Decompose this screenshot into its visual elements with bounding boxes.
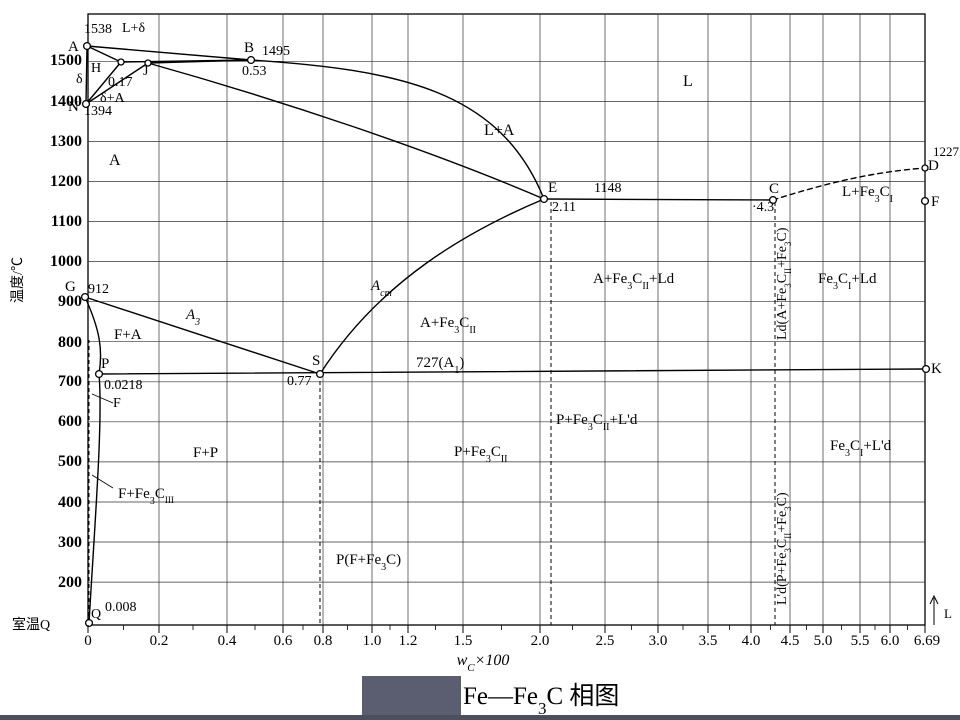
svg-text:B: B bbox=[244, 40, 254, 56]
svg-text:L+δ: L+δ bbox=[122, 21, 145, 36]
svg-text:P(F+Fe3C): P(F+Fe3C) bbox=[336, 552, 401, 573]
svg-text:2.5: 2.5 bbox=[596, 633, 615, 649]
svg-text:1.5: 1.5 bbox=[454, 633, 473, 649]
svg-text:J: J bbox=[143, 64, 149, 79]
svg-text:3.0: 3.0 bbox=[649, 633, 668, 649]
svg-text:800: 800 bbox=[58, 334, 82, 351]
svg-text:1400: 1400 bbox=[50, 93, 82, 110]
svg-text:P+Fe3CII: P+Fe3CII bbox=[454, 444, 508, 465]
svg-text:δ: δ bbox=[76, 72, 83, 87]
svg-text:温度/℃: 温度/℃ bbox=[10, 257, 26, 303]
svg-text:C: C bbox=[769, 181, 779, 197]
svg-text:700: 700 bbox=[58, 373, 82, 390]
svg-text:1227: 1227 bbox=[933, 144, 960, 159]
svg-text:300: 300 bbox=[58, 534, 82, 551]
svg-text:H: H bbox=[91, 61, 101, 76]
svg-text:0.53: 0.53 bbox=[242, 64, 267, 79]
svg-text:5.5: 5.5 bbox=[851, 633, 870, 649]
svg-text:2.11: 2.11 bbox=[552, 200, 576, 215]
svg-text:P+Fe3CII+L'd: P+Fe3CII+L'd bbox=[556, 412, 638, 433]
svg-text:1100: 1100 bbox=[51, 213, 82, 230]
svg-text:F+Fe3CIII: F+Fe3CIII bbox=[118, 486, 174, 507]
svg-text:912: 912 bbox=[88, 282, 109, 297]
svg-text:室温Q: 室温Q bbox=[12, 616, 50, 633]
svg-text:600: 600 bbox=[58, 413, 82, 430]
svg-text:·4.3: ·4.3 bbox=[752, 200, 774, 215]
svg-text:D: D bbox=[928, 158, 939, 174]
svg-text:6.69: 6.69 bbox=[914, 633, 940, 649]
svg-text:1000: 1000 bbox=[50, 253, 82, 270]
svg-text:Acm: Acm bbox=[370, 278, 392, 299]
svg-text:500: 500 bbox=[58, 453, 82, 470]
svg-text:0.2: 0.2 bbox=[150, 633, 169, 649]
svg-text:Fe—Fe3C 相图: Fe—Fe3C 相图 bbox=[463, 682, 619, 718]
svg-text:1495: 1495 bbox=[262, 44, 290, 59]
svg-text:wC×100: wC×100 bbox=[457, 652, 510, 674]
svg-text:F+P: F+P bbox=[193, 445, 218, 461]
svg-text:0.77: 0.77 bbox=[287, 374, 312, 389]
svg-text:900: 900 bbox=[58, 293, 82, 310]
svg-text:1538: 1538 bbox=[84, 22, 112, 37]
svg-text:A: A bbox=[109, 152, 121, 169]
svg-text:Q: Q bbox=[91, 607, 101, 622]
svg-text:L+A: L+A bbox=[484, 122, 515, 139]
svg-text:1200: 1200 bbox=[50, 173, 82, 190]
svg-text:L+Fe3CI: L+Fe3CI bbox=[842, 184, 893, 205]
svg-text:0.8: 0.8 bbox=[314, 633, 333, 649]
svg-text:400: 400 bbox=[58, 494, 82, 511]
svg-text:F: F bbox=[113, 396, 121, 411]
svg-text:F+A: F+A bbox=[114, 327, 142, 343]
svg-text:3.5: 3.5 bbox=[699, 633, 718, 649]
svg-text:F: F bbox=[931, 194, 939, 210]
svg-text:Fe3CI+Ld: Fe3CI+Ld bbox=[818, 271, 877, 292]
svg-text:1.2: 1.2 bbox=[399, 633, 418, 649]
svg-text:2.0: 2.0 bbox=[531, 633, 550, 649]
svg-text:1.0: 1.0 bbox=[363, 633, 382, 649]
svg-text:Fe3CI+L'd: Fe3CI+L'd bbox=[830, 438, 892, 459]
svg-text:1394: 1394 bbox=[84, 104, 112, 119]
svg-text:6.0: 6.0 bbox=[881, 633, 900, 649]
svg-text:A3: A3 bbox=[185, 307, 200, 328]
svg-text:0.0218: 0.0218 bbox=[104, 378, 143, 393]
svg-text:4.0: 4.0 bbox=[742, 633, 761, 649]
svg-text:L: L bbox=[944, 606, 952, 621]
svg-text:E: E bbox=[548, 180, 557, 196]
svg-text:5.0: 5.0 bbox=[814, 633, 833, 649]
svg-text:0.4: 0.4 bbox=[218, 633, 237, 649]
svg-text:K: K bbox=[931, 361, 942, 377]
svg-text:0.17: 0.17 bbox=[108, 75, 133, 90]
svg-text:4.5: 4.5 bbox=[781, 633, 800, 649]
svg-text:1500: 1500 bbox=[50, 52, 82, 69]
svg-text:200: 200 bbox=[58, 574, 82, 591]
svg-text:P: P bbox=[101, 356, 109, 372]
svg-text:0: 0 bbox=[84, 633, 92, 649]
svg-text:L: L bbox=[683, 73, 693, 90]
svg-text:1148: 1148 bbox=[594, 181, 621, 196]
svg-text:1300: 1300 bbox=[50, 133, 82, 150]
svg-text:A+Fe3CII: A+Fe3CII bbox=[420, 315, 476, 336]
svg-text:S: S bbox=[312, 353, 320, 369]
svg-text:0.008: 0.008 bbox=[105, 600, 137, 615]
svg-text:0.6: 0.6 bbox=[274, 633, 293, 649]
